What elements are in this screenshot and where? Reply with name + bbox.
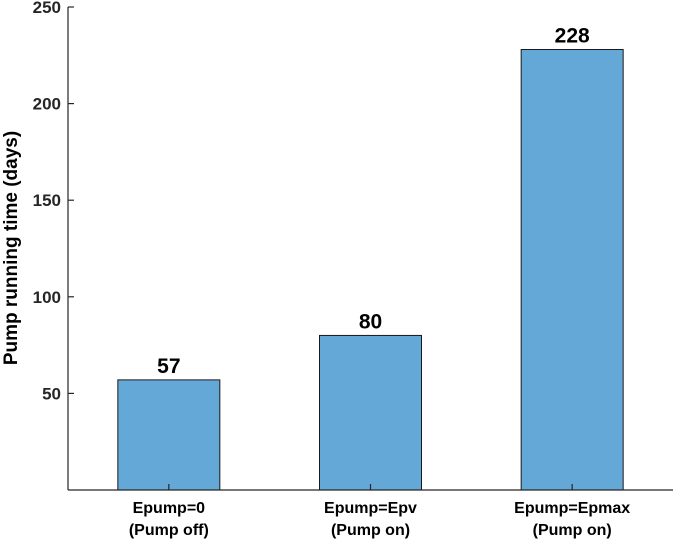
x-tick-label: (Pump on) [533,522,612,539]
bar-value-label: 57 [157,355,180,378]
y-ticks-group: 50 100 150 200 250 [33,0,74,403]
bar [520,49,624,491]
x-ticks-group: Epump=0 (Pump off) Epump=Epv (Pump on) Epump… [129,484,630,539]
bars-group [117,49,624,491]
y-tick-label: 150 [33,191,61,210]
x-tick-label: (Pump off) [129,522,209,539]
y-tick-label: 200 [33,95,61,114]
bar [117,379,221,491]
data-labels-group: 57 80 228 [157,25,590,378]
y-tick-label: 50 [42,384,61,403]
y-tick-label: 250 [33,0,61,17]
bar-value-label: 228 [555,25,590,48]
x-tick-label: (Pump on) [331,522,410,539]
x-tick-label: Epump=0 [133,500,206,517]
x-tick-label: Epump=Epmax [514,500,630,517]
bar-value-label: 80 [359,310,382,333]
y-tick-label: 100 [33,288,61,307]
bar [319,334,422,491]
y-axis-title: Pump running time (days) [1,131,22,365]
x-tick-label: Epump=Epv [324,500,417,517]
